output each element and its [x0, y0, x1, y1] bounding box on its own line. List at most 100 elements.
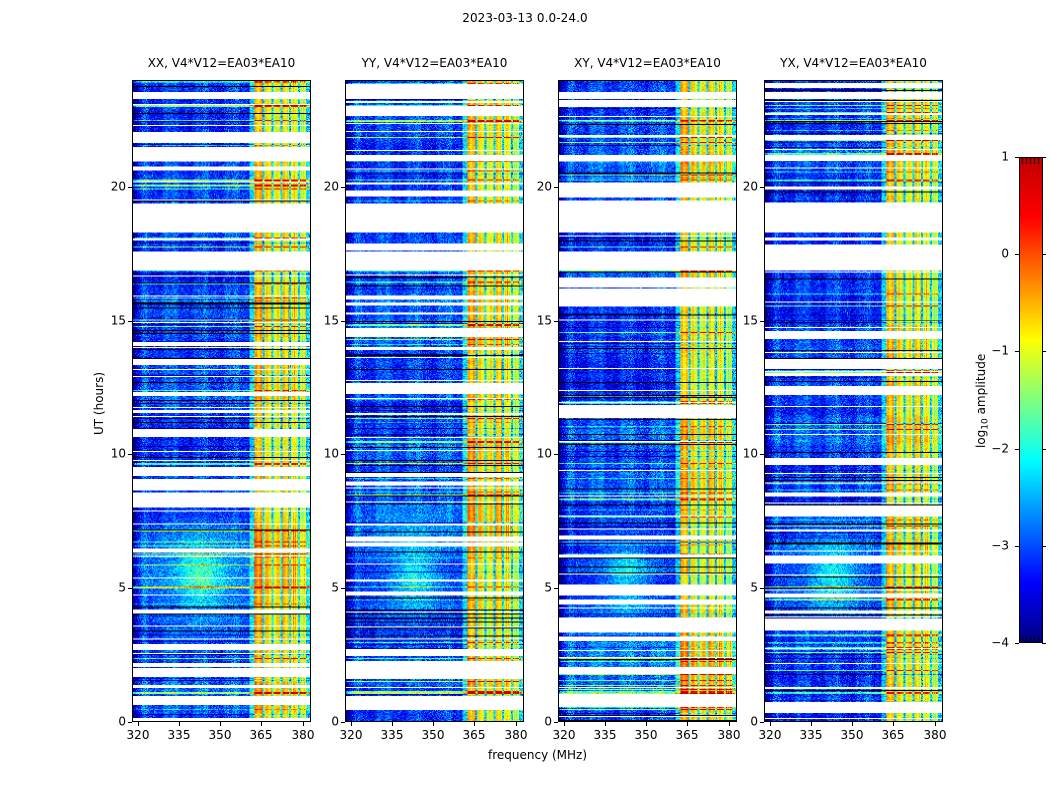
colorbar-tick-label: 1	[1001, 149, 1009, 164]
y-tick-label: 0	[544, 714, 552, 729]
x-tick-label: 350	[634, 728, 658, 742]
y-tick-mark	[554, 588, 558, 589]
colorbar-tick-mark	[1015, 449, 1019, 450]
y-tick-mark	[341, 321, 345, 322]
x-tick-label: 320	[126, 728, 150, 742]
y-tick-mark	[128, 321, 132, 322]
x-tick-mark	[564, 722, 565, 726]
colorbar-tick-label: −1	[991, 343, 1009, 358]
panel-xx[interactable]	[132, 80, 311, 722]
y-tick-label: 0	[118, 714, 126, 729]
y-tick-label: 5	[331, 580, 339, 595]
dynamic-spectrum-yx	[765, 81, 942, 721]
colorbar-tick-mark	[1042, 643, 1046, 644]
y-tick-label: 10	[323, 446, 339, 461]
x-tick-mark	[474, 722, 475, 726]
colorbar-tick-label: −3	[991, 538, 1009, 553]
x-tick-mark	[303, 722, 304, 726]
colorbar-tick-mark	[1042, 254, 1046, 255]
y-tick-label: 5	[750, 580, 758, 595]
y-tick-mark	[554, 454, 558, 455]
x-tick-label: 320	[552, 728, 576, 742]
y-tick-mark	[554, 187, 558, 188]
colorbar-tick-mark	[1015, 351, 1019, 352]
x-axis-label: frequency (MHz)	[487, 748, 588, 762]
colorbar-tick-mark	[1015, 254, 1019, 255]
colorbar-tick-mark	[1042, 351, 1046, 352]
figure-suptitle: 2023-03-13 0.0-24.0	[462, 11, 588, 25]
x-tick-mark	[605, 722, 606, 726]
y-tick-mark	[341, 722, 345, 723]
x-tick-mark	[770, 722, 771, 726]
x-tick-label: 350	[840, 728, 864, 742]
y-tick-label: 20	[110, 179, 126, 194]
x-tick-mark	[646, 722, 647, 726]
colorbar-label-subscript: 10	[980, 418, 991, 430]
x-tick-label: 365	[462, 728, 486, 742]
panel-title-yy: YY, V4*V12=EA03*EA10	[361, 56, 508, 70]
x-tick-label: 320	[758, 728, 782, 742]
panel-yx[interactable]	[764, 80, 943, 722]
x-tick-label: 365	[881, 728, 905, 742]
x-tick-label: 335	[380, 728, 404, 742]
x-tick-label: 380	[717, 728, 741, 742]
colorbar-tick-mark	[1042, 546, 1046, 547]
panel-xy[interactable]	[558, 80, 737, 722]
x-tick-label: 380	[504, 728, 528, 742]
y-tick-mark	[128, 454, 132, 455]
y-tick-mark	[128, 722, 132, 723]
dynamic-spectrum-xy	[559, 81, 736, 721]
y-tick-label: 10	[536, 446, 552, 461]
x-tick-mark	[935, 722, 936, 726]
colorbar-tick-label: −2	[991, 441, 1009, 456]
x-tick-mark	[852, 722, 853, 726]
y-tick-mark	[760, 187, 764, 188]
y-tick-label: 20	[536, 179, 552, 194]
y-tick-mark	[128, 187, 132, 188]
panel-yy[interactable]	[345, 80, 524, 722]
x-tick-mark	[729, 722, 730, 726]
dynamic-spectrum-yy	[346, 81, 523, 721]
y-tick-mark	[341, 454, 345, 455]
colorbar-tick-label: −4	[991, 635, 1009, 650]
colorbar-tick-mark	[1042, 157, 1046, 158]
x-tick-mark	[433, 722, 434, 726]
colorbar-tick-mark	[1042, 449, 1046, 450]
x-tick-mark	[179, 722, 180, 726]
panel-title-xy: XY, V4*V12=EA03*EA10	[574, 56, 721, 70]
x-tick-mark	[811, 722, 812, 726]
y-tick-label: 20	[323, 179, 339, 194]
x-tick-label: 350	[208, 728, 232, 742]
colorbar-label-prefix: log	[974, 429, 988, 448]
x-tick-mark	[687, 722, 688, 726]
y-tick-mark	[554, 722, 558, 723]
colorbar-tick-mark	[1015, 157, 1019, 158]
x-tick-label: 350	[421, 728, 445, 742]
x-tick-mark	[220, 722, 221, 726]
panel-title-yx: YX, V4*V12=EA03*EA10	[780, 56, 927, 70]
colorbar-label: log10 amplitude	[974, 354, 992, 448]
panel-title-xx: XX, V4*V12=EA03*EA10	[147, 56, 296, 70]
colorbar	[1019, 157, 1043, 643]
y-tick-label: 15	[536, 313, 552, 328]
x-tick-mark	[138, 722, 139, 726]
x-tick-mark	[893, 722, 894, 726]
x-tick-label: 380	[923, 728, 947, 742]
y-tick-mark	[760, 588, 764, 589]
x-tick-label: 335	[799, 728, 823, 742]
x-tick-mark	[392, 722, 393, 726]
x-tick-label: 320	[339, 728, 363, 742]
colorbar-tick-mark	[1015, 546, 1019, 547]
y-tick-mark	[760, 722, 764, 723]
y-tick-label: 5	[118, 580, 126, 595]
x-tick-label: 380	[291, 728, 315, 742]
x-tick-label: 335	[167, 728, 191, 742]
x-tick-mark	[351, 722, 352, 726]
y-tick-label: 0	[331, 714, 339, 729]
y-tick-mark	[341, 187, 345, 188]
y-tick-label: 20	[742, 179, 758, 194]
colorbar-tick-mark	[1015, 643, 1019, 644]
y-tick-mark	[128, 588, 132, 589]
dynamic-spectrum-xx	[133, 81, 310, 721]
